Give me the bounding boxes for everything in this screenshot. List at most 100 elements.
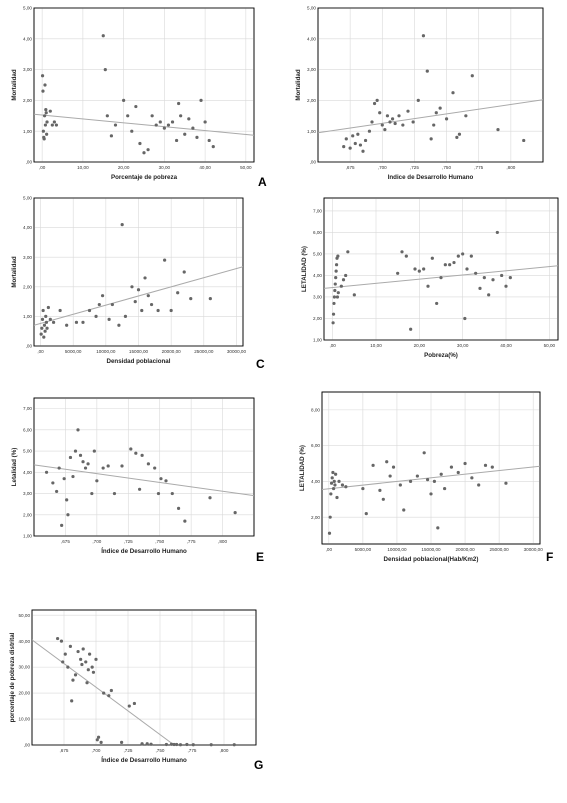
x-tick-label: 5000,00: [65, 349, 82, 354]
plot-border: [33, 397, 255, 537]
x-tick-label: 20,00: [118, 165, 130, 170]
data-point: [352, 293, 356, 297]
data-point: [48, 109, 52, 113]
data-point: [55, 489, 59, 494]
data-point: [443, 263, 447, 267]
x-tick-label: 15000,00: [129, 349, 149, 354]
data-point: [79, 657, 83, 661]
data-point: [331, 321, 335, 325]
data-point: [78, 453, 83, 457]
data-point: [85, 681, 89, 685]
data-point: [40, 317, 45, 321]
data-point: [469, 254, 473, 258]
y-tick-label: 6,00: [23, 427, 32, 432]
y-tick-label: 30,00: [19, 665, 31, 670]
data-point: [496, 128, 500, 132]
data-point: [140, 453, 144, 457]
y-tick-label: 5,00: [313, 252, 322, 257]
data-point: [461, 252, 465, 256]
data-point: [396, 271, 400, 275]
data-point: [46, 305, 50, 310]
data-point: [430, 256, 434, 260]
data-point: [44, 320, 49, 324]
data-point: [44, 314, 48, 318]
data-point: [328, 515, 332, 519]
y-tick-label: 4,00: [23, 470, 32, 475]
data-point: [495, 230, 499, 235]
data-point: [208, 496, 212, 500]
x-tick-label: ,725: [124, 539, 133, 544]
data-point: [90, 491, 94, 496]
x-tick-label: 25000,00: [194, 349, 214, 354]
data-point: [408, 479, 413, 484]
panel-letter: A: [258, 175, 267, 189]
data-point: [40, 326, 44, 330]
data-point: [133, 300, 137, 304]
x-tick-label: ,725: [410, 165, 419, 170]
data-point: [52, 120, 56, 124]
data-point: [120, 740, 124, 745]
x-tick-label: ,775: [474, 165, 483, 170]
data-point: [232, 743, 236, 747]
data-point: [375, 98, 379, 102]
chart-panel-a: ,00 10,00 20,00 30,00 40,00 50,00 ,00 1,00 2,00 3…: [11, 6, 267, 189]
y-tick-label: 2,00: [313, 316, 322, 321]
data-point: [138, 141, 142, 146]
data-point: [444, 117, 449, 121]
y-tick-label: 5,00: [23, 449, 32, 454]
data-point: [474, 271, 478, 275]
fit-line: [322, 465, 540, 490]
x-tick-label: 40,00: [500, 343, 512, 348]
data-point: [41, 129, 45, 133]
data-point: [452, 260, 456, 265]
data-point: [102, 691, 106, 695]
x-tick-label: 5000,00: [355, 547, 372, 552]
data-point: [94, 657, 98, 661]
data-point: [388, 120, 392, 124]
data-point: [132, 701, 136, 706]
data-point: [76, 649, 80, 654]
x-tick-label: ,775: [188, 748, 197, 753]
x-axis-label: Índice de Desarrollo Humano: [101, 547, 187, 555]
panel-letter: F: [546, 550, 553, 564]
data-point: [140, 742, 144, 746]
data-point: [57, 466, 61, 470]
data-point: [209, 743, 213, 747]
data-point: [404, 254, 408, 258]
data-point: [73, 449, 78, 453]
data-point: [95, 479, 99, 483]
data-point: [63, 652, 67, 656]
x-tick-label: ,750: [442, 165, 451, 170]
fit-line: [34, 113, 254, 136]
data-point: [134, 451, 138, 455]
data-point: [508, 276, 512, 280]
y-tick-label: 20,00: [19, 691, 31, 696]
x-tick-label: ,00: [37, 349, 44, 354]
data-point: [106, 464, 110, 468]
data-point: [129, 447, 133, 451]
data-point: [81, 460, 85, 464]
data-point: [388, 474, 392, 478]
x-tick-label: 30000,00: [524, 547, 544, 552]
plot-area: [33, 7, 255, 163]
data-point: [344, 273, 348, 278]
data-point: [84, 660, 88, 664]
x-tick-label: 30,00: [457, 343, 469, 348]
chart-panel-c: ,00 5000,00 10000,00 15000,00 20000,00 25000,…: [11, 196, 265, 371]
data-point: [163, 258, 167, 262]
data-point: [100, 294, 105, 298]
data-point: [413, 267, 417, 271]
data-point: [74, 320, 79, 324]
data-point: [54, 123, 59, 127]
data-point: [491, 278, 495, 282]
data-point: [455, 135, 459, 139]
data-point: [44, 108, 48, 112]
data-point: [331, 312, 336, 316]
data-point: [400, 250, 404, 254]
data-point: [416, 98, 420, 102]
data-point: [406, 109, 410, 113]
y-tick-label: 4,00: [311, 479, 320, 484]
data-point: [130, 129, 134, 133]
data-point: [353, 141, 357, 146]
data-point: [411, 120, 415, 124]
